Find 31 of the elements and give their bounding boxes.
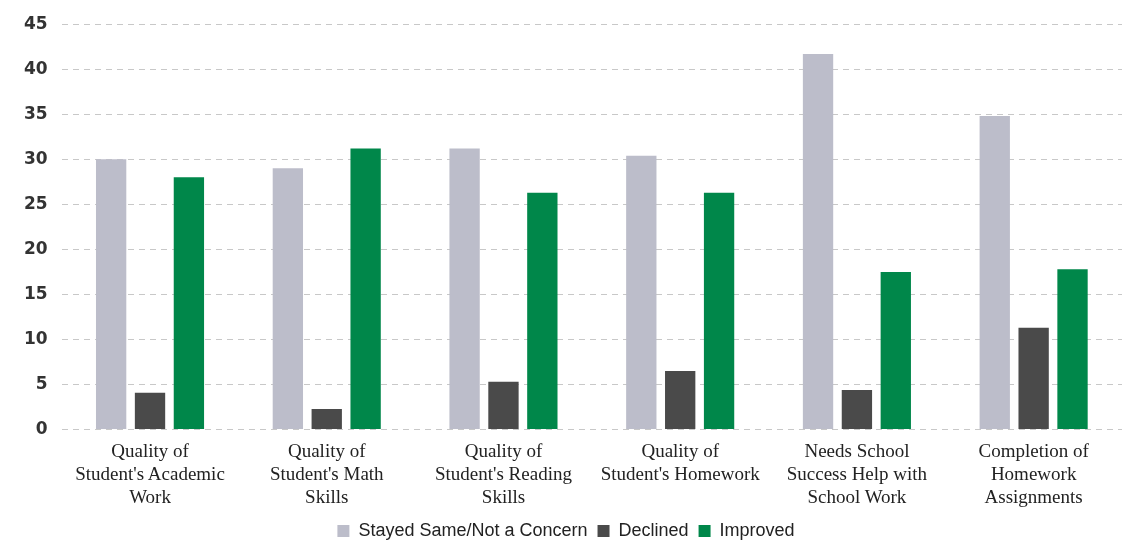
x-tick-label: Quality of Student's Homework — [600, 439, 761, 484]
bar — [173, 177, 205, 430]
y-tick-label: 0 — [35, 418, 48, 439]
y-tick-label: 40 — [23, 57, 48, 78]
y-tick-label: 25 — [23, 192, 48, 213]
bar — [311, 408, 342, 430]
y-tick-label: 30 — [23, 147, 48, 168]
bar — [1057, 269, 1088, 430]
y-tick-label: 20 — [23, 237, 48, 258]
bar — [1018, 327, 1049, 430]
x-tick-label: Quality of Student's Academic Work — [75, 439, 225, 507]
y-tick-label: 35 — [23, 102, 48, 123]
x-tick-label: Quality of Student's Reading Skills — [434, 439, 573, 507]
bar — [350, 148, 381, 430]
x-tick-label: Completion of Homework Assignments — [978, 439, 1090, 507]
y-tick-label: 15 — [23, 282, 48, 303]
bar — [880, 271, 911, 430]
bar — [527, 192, 558, 430]
bar — [665, 371, 696, 430]
bar — [134, 392, 166, 430]
legend-label: Improved — [719, 519, 795, 540]
y-tick-label: 10 — [23, 327, 48, 348]
legend-label: Stayed Same/Not a Concern — [358, 519, 588, 540]
legend-label: Declined — [618, 519, 689, 540]
x-tick-label: Quality of Student's Math Skills — [269, 439, 385, 507]
bar — [488, 381, 519, 430]
y-tick-label: 5 — [35, 372, 48, 393]
bar — [841, 389, 873, 430]
bar — [703, 192, 735, 430]
x-tick-label: Needs School Success Help with School Work — [786, 439, 928, 507]
y-tick-label: 45 — [23, 12, 48, 33]
